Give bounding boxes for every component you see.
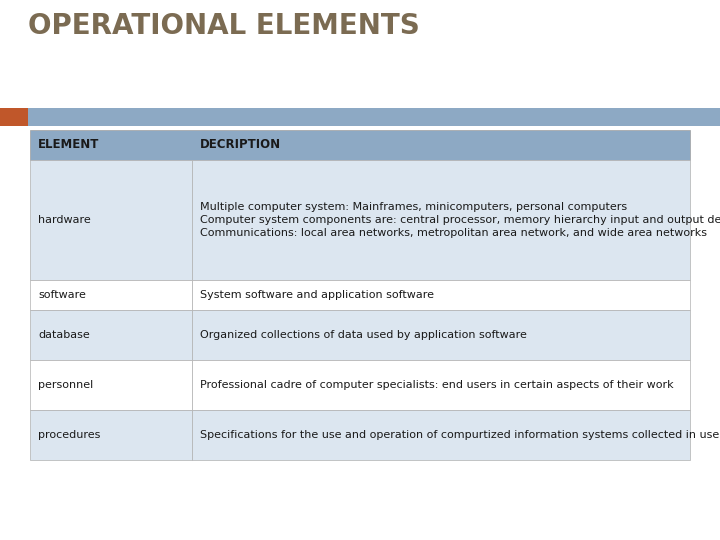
Text: DECRIPTION: DECRIPTION	[199, 138, 281, 152]
Bar	[30, 310, 192, 360]
Text: System software and application software: System software and application software	[199, 290, 433, 300]
Text: Professional cadre of computer specialists: end users in certain aspects of thei: Professional cadre of computer specialis…	[199, 380, 673, 390]
Text: Communications: local area networks, metropolitan area network, and wide area ne: Communications: local area networks, met…	[199, 228, 707, 239]
Text: OPERATIONAL ELEMENTS: OPERATIONAL ELEMENTS	[28, 12, 420, 40]
Bar	[192, 360, 690, 410]
Bar	[30, 360, 192, 410]
Bar	[192, 160, 690, 280]
Bar	[30, 280, 192, 310]
Bar	[30, 130, 690, 160]
Bar	[0, 108, 28, 126]
Bar	[192, 410, 690, 460]
Bar	[192, 280, 690, 310]
Bar	[30, 410, 192, 460]
Text: Multiple computer system: Mainframes, minicomputers, personal computers: Multiple computer system: Mainframes, mi…	[199, 201, 627, 212]
Bar	[30, 160, 192, 280]
Text: Computer system components are: central processor, memory hierarchy input and ou: Computer system components are: central …	[199, 215, 720, 225]
Text: database: database	[38, 330, 90, 340]
Text: procedures: procedures	[38, 430, 100, 440]
Text: personnel: personnel	[38, 380, 94, 390]
Text: hardware: hardware	[38, 215, 91, 225]
Text: software: software	[38, 290, 86, 300]
Text: ELEMENT: ELEMENT	[38, 138, 99, 152]
Bar	[192, 310, 690, 360]
Text: Organized collections of data used by application software: Organized collections of data used by ap…	[199, 330, 526, 340]
Text: Specifications for the use and operation of compurtized information systems coll: Specifications for the use and operation…	[199, 430, 720, 440]
Bar	[28, 108, 720, 126]
